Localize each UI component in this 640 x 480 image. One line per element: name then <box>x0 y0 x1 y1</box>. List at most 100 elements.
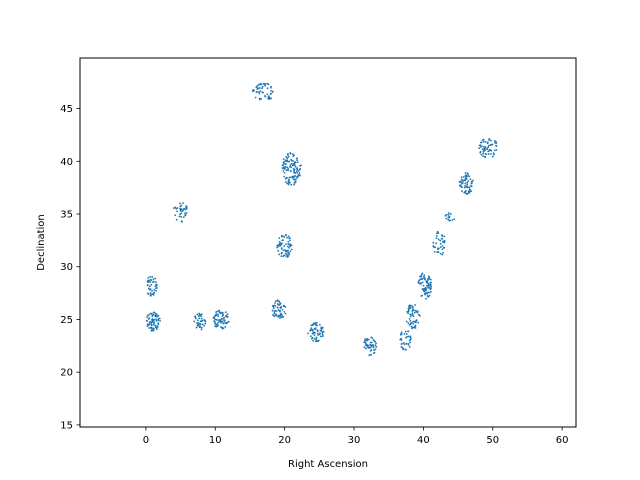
data-point <box>429 290 432 293</box>
data-point <box>437 238 440 241</box>
data-point <box>410 325 413 328</box>
data-point <box>149 275 151 278</box>
data-point <box>424 278 426 281</box>
data-point <box>149 321 152 323</box>
data-point <box>176 210 178 213</box>
data-point <box>400 337 402 340</box>
data-point <box>373 349 375 351</box>
data-point <box>427 275 430 278</box>
data-point <box>201 319 204 322</box>
data-point <box>194 315 197 318</box>
data-point <box>464 184 466 187</box>
data-point <box>284 165 287 168</box>
data-point <box>366 339 368 342</box>
data-point <box>445 213 448 216</box>
data-point <box>147 276 150 279</box>
data-point <box>287 243 290 245</box>
data-point <box>488 139 490 141</box>
data-point <box>261 85 264 88</box>
data-point <box>440 234 443 236</box>
data-point <box>215 311 218 313</box>
data-point <box>460 178 463 181</box>
data-point <box>153 289 156 291</box>
data-point <box>412 322 415 325</box>
data-point <box>285 177 287 180</box>
data-point <box>280 234 283 237</box>
point-cluster <box>458 172 474 195</box>
data-point <box>460 176 463 179</box>
data-point <box>495 145 498 147</box>
data-point <box>281 242 283 245</box>
data-point <box>284 160 287 162</box>
data-point <box>466 183 469 186</box>
point-cluster <box>276 234 293 258</box>
data-point <box>288 176 291 179</box>
data-point <box>155 289 157 292</box>
data-point <box>487 144 490 147</box>
data-point <box>201 323 204 326</box>
data-point <box>276 303 279 305</box>
data-point <box>372 346 375 349</box>
data-point <box>296 171 299 174</box>
data-point <box>256 84 259 87</box>
data-point <box>427 277 429 280</box>
data-point <box>282 167 285 170</box>
data-point <box>284 252 287 255</box>
data-point <box>283 245 286 247</box>
data-point <box>146 280 149 283</box>
data-point <box>272 304 274 307</box>
data-point <box>490 139 492 142</box>
data-point <box>439 252 442 255</box>
data-point <box>146 320 148 322</box>
data-point <box>148 327 151 329</box>
data-point <box>491 155 494 158</box>
data-point <box>469 178 472 181</box>
x-tick-label: 50 <box>486 435 499 446</box>
data-point <box>370 345 373 348</box>
data-point <box>200 313 203 316</box>
data-point <box>448 215 451 218</box>
data-point <box>415 319 418 321</box>
data-point <box>222 317 225 320</box>
axis-ticks: 0 10 20 30 40 50 60 15 20 25 30 35 40 45 <box>60 104 568 446</box>
data-point <box>464 182 467 185</box>
data-point <box>220 326 222 328</box>
data-point <box>287 183 290 186</box>
data-point <box>316 324 318 327</box>
data-point <box>220 318 223 321</box>
data-point <box>320 326 323 329</box>
data-point <box>470 182 473 185</box>
data-point <box>318 323 321 326</box>
data-point <box>278 240 281 243</box>
data-point <box>267 83 270 86</box>
data-point <box>277 245 280 248</box>
point-cluster <box>307 321 325 343</box>
data-point <box>282 158 285 161</box>
data-point <box>290 183 293 186</box>
data-point <box>183 207 186 210</box>
data-point <box>421 294 424 297</box>
data-point <box>284 163 287 166</box>
data-point <box>182 216 185 219</box>
data-point <box>488 149 491 152</box>
data-point <box>283 310 286 313</box>
data-point <box>424 293 427 296</box>
plot-frame <box>79 57 577 428</box>
data-point <box>409 322 412 325</box>
data-point <box>287 169 290 172</box>
data-point <box>257 87 260 90</box>
data-point <box>464 172 467 174</box>
data-point <box>214 314 217 317</box>
data-point <box>287 155 290 158</box>
data-point <box>254 96 257 99</box>
data-point <box>414 304 417 306</box>
data-point <box>278 300 281 303</box>
data-point <box>150 321 153 324</box>
data-point <box>412 306 414 309</box>
data-point <box>314 322 317 324</box>
data-point <box>150 324 153 327</box>
data-point <box>314 327 317 329</box>
data-point <box>412 309 415 311</box>
data-point <box>276 299 279 301</box>
y-tick-label: 35 <box>60 210 73 221</box>
